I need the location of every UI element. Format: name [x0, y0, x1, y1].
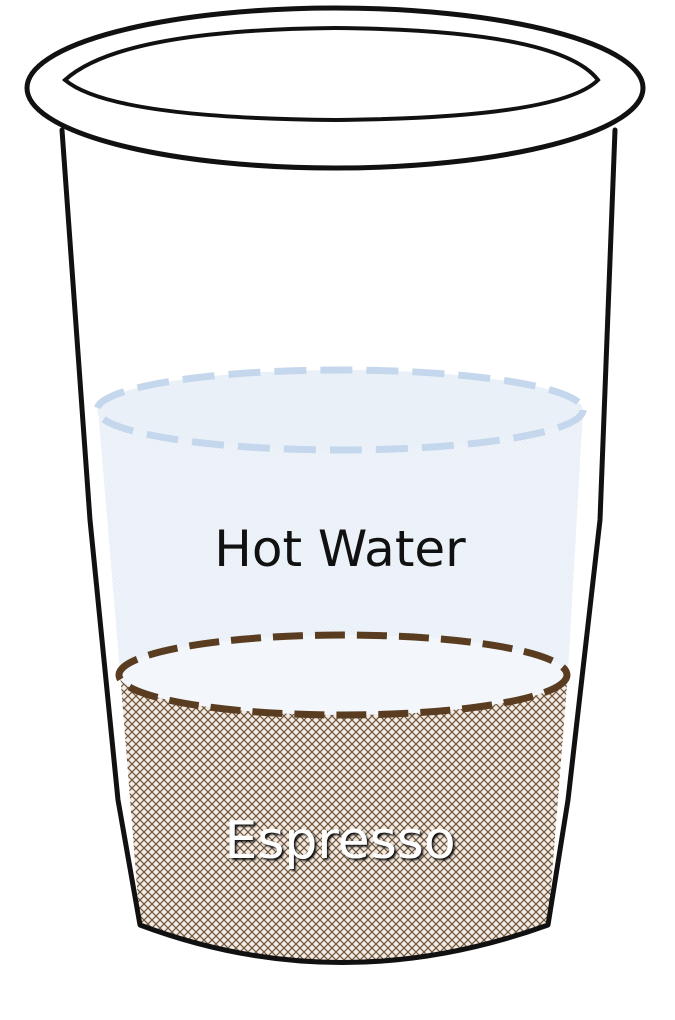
hot-water-label: Hot Water: [214, 520, 466, 578]
espresso-layer: [120, 672, 568, 963]
hot-water-surface: [93, 366, 587, 454]
cup-rim-inner: [61, 25, 601, 123]
cup-body: [59, 127, 618, 965]
hot-water-layer: [98, 387, 583, 672]
espresso-label: Espresso: [224, 811, 455, 871]
espresso-surface: [115, 631, 571, 719]
